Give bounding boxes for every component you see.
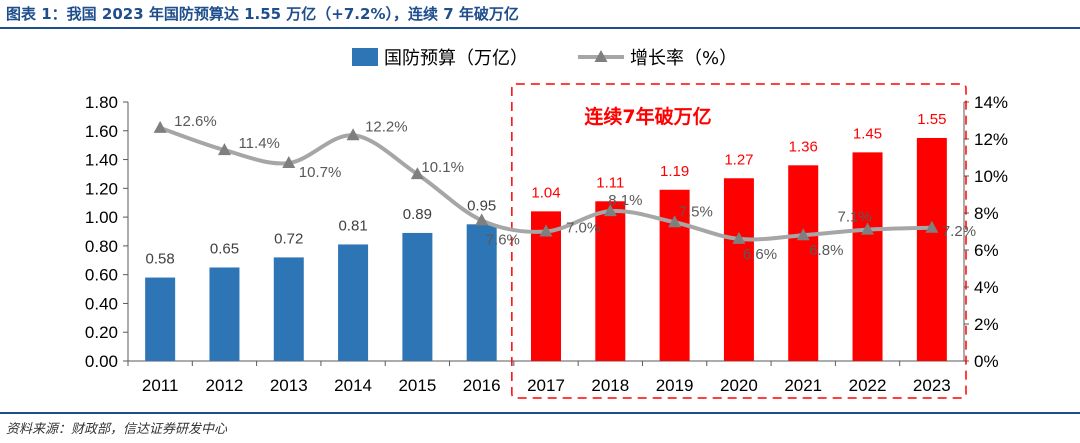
growth-marker-2018 (603, 204, 617, 217)
growth-marker-2012 (217, 143, 231, 156)
growth-marker-2015 (410, 167, 424, 180)
x-axis-tick-label: 2021 (784, 376, 822, 395)
bar-data-label: 0.58 (146, 251, 175, 268)
left-axis-tick-label: 0.80 (85, 237, 118, 256)
growth-data-label: 7.1% (838, 209, 872, 226)
footer-rule (0, 412, 1080, 414)
bar-data-label: 0.72 (274, 230, 303, 247)
left-axis-tick-label: 1.00 (85, 208, 118, 227)
x-axis-tick-label: 2020 (720, 376, 758, 395)
growth-marker-2013 (282, 156, 296, 169)
growth-data-label: 7.0% (566, 220, 600, 237)
growth-marker-2014 (346, 128, 360, 141)
source-note: 资料来源：财政部，信达证券研发中心 (6, 422, 228, 437)
bar-2015 (402, 232, 433, 361)
growth-marker-2017 (539, 224, 553, 237)
x-axis-tick-label: 2012 (206, 376, 244, 395)
right-axis-tick-label: 0% (974, 352, 999, 371)
right-axis-tick-label: 10% (974, 167, 1008, 186)
x-axis-tick-label: 2019 (656, 376, 694, 395)
growth-data-label: 11.4% (238, 135, 279, 152)
bar-data-label: 1.55 (917, 111, 946, 128)
left-axis-tick-label: 0.60 (85, 266, 118, 285)
x-axis-tick-label: 2014 (334, 376, 372, 395)
left-axis-tick-label: 0.20 (85, 323, 118, 342)
bar-data-label: 0.95 (467, 197, 496, 214)
growth-marker-2022 (861, 222, 875, 235)
bar-2020 (723, 178, 754, 361)
x-axis-tick-label: 2013 (270, 376, 308, 395)
legend-label-budget: 国防预算（万亿） (384, 48, 528, 69)
bar-2011 (145, 277, 176, 361)
left-axis-tick-label: 0.00 (85, 352, 118, 371)
right-axis-tick-label: 2% (974, 315, 999, 334)
highlight-frame (511, 83, 967, 399)
bar-2023 (916, 137, 947, 361)
highlight-annotation: 连续7年破万亿 (584, 105, 711, 128)
left-axis-tick-label: 1.80 (85, 93, 118, 112)
growth-data-label: 6.6% (743, 246, 777, 263)
x-axis-tick-label: 2015 (398, 376, 436, 395)
bar-2012 (209, 267, 240, 361)
bar-2021 (788, 165, 819, 361)
bar-data-label: 1.04 (531, 184, 560, 201)
bar-data-label: 0.65 (210, 240, 239, 257)
growth-marker-2011 (153, 120, 167, 133)
growth-data-label: 7.2% (942, 223, 976, 240)
bar-data-label: 1.45 (853, 125, 882, 142)
left-axis-tick-label: 1.60 (85, 122, 118, 141)
bar-2013 (273, 257, 304, 361)
x-axis-tick-label: 2018 (591, 376, 629, 395)
chart: 0.00 0.20 0.40 0.60 0.80 1.00 1.20 1.40 1.60 1.80… (85, 48, 1008, 399)
growth-marker-2020 (732, 231, 746, 244)
title-rule (0, 27, 1080, 29)
bar-data-label: 1.27 (724, 151, 753, 168)
x-axis-tick-label: 2011 (142, 376, 179, 395)
growth-marker-2016 (475, 213, 489, 226)
left-axis-tick-label: 1.20 (85, 179, 118, 198)
bar-data-label: 1.19 (660, 163, 689, 180)
right-axis-tick-label: 14% (974, 93, 1008, 112)
right-axis-tick-label: 4% (974, 278, 999, 297)
bar-data-label: 0.89 (403, 206, 432, 223)
bar-data-label: 1.36 (789, 138, 818, 155)
bar-data-label: 1.11 (596, 174, 624, 191)
growth-data-label: 10.1% (421, 159, 464, 176)
x-axis-tick-label: 2023 (913, 376, 951, 395)
bar-data-label: 0.81 (338, 217, 367, 234)
growth-data-label: 12.6% (174, 113, 217, 130)
bar-2022 (852, 152, 883, 361)
right-axis-tick-label: 12% (974, 130, 1008, 149)
growth-marker-2023 (925, 220, 939, 233)
bar-2016 (466, 224, 497, 361)
growth-data-label: 6.8% (809, 242, 843, 259)
x-axis-tick-label: 2017 (527, 376, 565, 395)
growth-data-label: 8.1% (608, 192, 642, 209)
growth-marker-2019 (668, 215, 682, 228)
right-axis-tick-label: 6% (974, 241, 999, 260)
bar-2014 (338, 244, 369, 361)
bar-2018 (595, 201, 626, 361)
legend-swatch-budget (352, 48, 378, 66)
left-axis-tick-label: 0.40 (85, 294, 118, 313)
x-axis-tick-label: 2016 (463, 376, 501, 395)
growth-marker-2021 (796, 228, 810, 241)
chart-title: 图表 1：我国 2023 年国防预算达 1.55 万亿（+7.2%），连续 7 … (6, 5, 519, 23)
growth-data-label: 10.7% (299, 164, 342, 181)
right-axis-tick-label: 8% (974, 204, 999, 223)
left-axis-tick-label: 1.40 (85, 151, 118, 170)
legend-marker-growth (594, 50, 608, 62)
legend-label-growth: 增长率（%） (630, 48, 737, 69)
growth-data-label: 12.2% (365, 118, 408, 135)
x-axis-tick-label: 2022 (849, 376, 887, 395)
growth-data-label: 7.5% (679, 203, 713, 220)
growth-data-label: 7.6% (486, 231, 520, 248)
